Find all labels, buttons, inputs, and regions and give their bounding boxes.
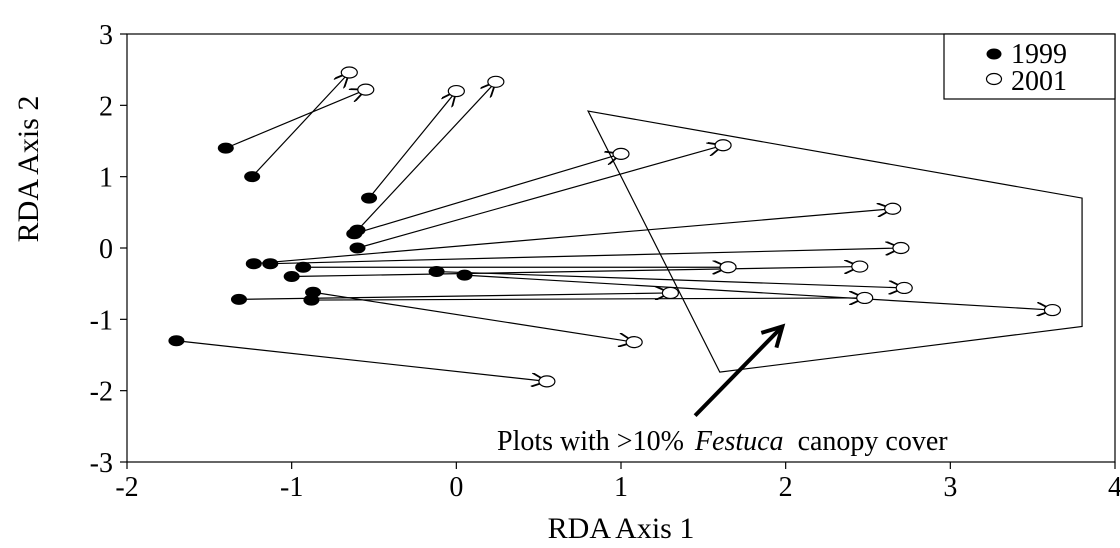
x-tick-label: 4 <box>1108 472 1120 503</box>
annotation-text-italic: Festuca <box>694 426 784 457</box>
points-layer <box>168 66 1062 388</box>
point-2001-9 <box>719 261 737 274</box>
annotation-label: Plots with >10% Festuca canopy cover <box>497 426 948 457</box>
point-2001-8 <box>892 241 910 255</box>
y-axis-title: RDA Axis 2 <box>12 96 45 243</box>
trajectory-arrows-layer <box>176 73 1052 382</box>
trajectory-arrow-16 <box>176 340 547 382</box>
x-tick-label: 3 <box>943 472 957 503</box>
y-tick-label: -3 <box>90 448 113 479</box>
legend-marker-1999 <box>986 48 1002 60</box>
point-1999-9 <box>295 261 312 273</box>
trajectory-arrow-7 <box>253 209 893 265</box>
trajectory-arrow-4 <box>357 82 496 231</box>
trajectory-arrow-6 <box>357 145 724 249</box>
trajectory-arrow-2 <box>251 73 349 178</box>
trajectory-arrow-8 <box>270 248 901 265</box>
trajectory-arrow-11 <box>436 270 905 288</box>
point-2001-3 <box>447 84 465 98</box>
trajectory-arrow-15 <box>311 298 864 300</box>
point-2001-2 <box>340 66 358 79</box>
festuca-hull-layer <box>586 110 1083 418</box>
point-1999-16 <box>168 335 185 347</box>
point-2001-6 <box>714 139 732 152</box>
trajectory-arrow-1 <box>225 90 366 149</box>
legend-box <box>943 33 1116 100</box>
legend: 1999 2001 <box>943 33 1116 100</box>
point-2001-10 <box>851 260 869 273</box>
y-tick-label: -1 <box>90 305 113 336</box>
point-1999-7 <box>245 258 262 270</box>
annotation-arrow-head <box>760 323 786 349</box>
y-tick-label: 3 <box>99 20 113 51</box>
point-2001-16 <box>538 375 556 388</box>
y-tick-label: 0 <box>99 234 113 265</box>
x-axis-title: RDA Axis 1 <box>548 512 695 545</box>
point-2001-4 <box>487 75 505 88</box>
point-1999-13 <box>230 293 247 305</box>
point-1999-2 <box>244 171 261 183</box>
point-1999-15 <box>303 294 320 306</box>
legend-label-1999: 1999 <box>1011 39 1067 70</box>
annotation-text-before: Plots with >10% <box>497 426 684 457</box>
point-2001-7 <box>884 202 902 215</box>
y-tick-label: -2 <box>90 377 113 408</box>
festuca-hull-polygon <box>586 110 1083 373</box>
point-1999-10 <box>283 271 300 283</box>
point-1999-12 <box>456 269 473 281</box>
trajectory-arrow-12 <box>464 274 1053 310</box>
annotation-text-after: canopy cover <box>798 426 949 457</box>
point-1999-5 <box>346 228 363 240</box>
y-tick-label: 1 <box>99 163 113 194</box>
x-tick-label: -2 <box>115 472 138 503</box>
legend-label-2001: 2001 <box>1011 66 1067 97</box>
point-1999-6 <box>349 242 366 254</box>
point-2001-1 <box>357 83 375 96</box>
x-tick-label: -1 <box>280 472 303 503</box>
point-1999-1 <box>217 142 234 154</box>
point-1999-11 <box>428 266 445 278</box>
point-1999-8 <box>262 258 279 270</box>
point-1999-3 <box>361 192 378 204</box>
x-tick-label: 2 <box>779 472 793 503</box>
x-tick-label: 1 <box>614 472 628 503</box>
point-2001-15 <box>856 291 874 305</box>
legend-marker-2001 <box>985 72 1003 86</box>
point-2001-12 <box>1043 303 1062 317</box>
trajectory-arrow-5 <box>354 154 621 235</box>
point-2001-14 <box>625 336 643 349</box>
x-tick-label: 0 <box>449 472 463 503</box>
point-2001-13 <box>661 286 680 300</box>
point-2001-11 <box>895 281 913 295</box>
trajectory-arrow-3 <box>368 91 456 199</box>
y-tick-label: 2 <box>99 91 113 122</box>
trajectory-arrow-14 <box>312 291 634 342</box>
trajectory-arrow-10 <box>291 267 860 278</box>
point-2001-5 <box>612 147 630 160</box>
annotation-arrow-shaft <box>693 325 784 418</box>
